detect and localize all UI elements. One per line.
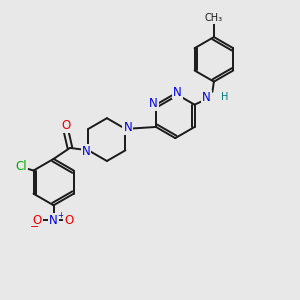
Text: N: N [49,214,58,226]
Text: O: O [62,119,71,132]
Text: N: N [149,97,158,110]
Text: N: N [173,85,182,98]
Text: O: O [33,214,42,226]
Text: N: N [123,121,132,134]
Text: N: N [202,91,211,103]
Text: Cl: Cl [15,160,27,173]
Text: −: − [30,222,39,232]
Text: +: + [57,211,64,220]
Text: H: H [220,92,228,102]
Text: O: O [64,214,74,226]
Text: CH₃: CH₃ [205,13,223,23]
Text: N: N [82,145,90,158]
